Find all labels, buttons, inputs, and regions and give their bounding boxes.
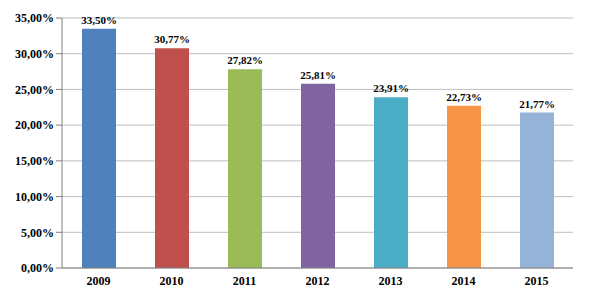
svg-text:22,73%: 22,73% — [446, 91, 482, 103]
svg-text:2013: 2013 — [379, 274, 403, 288]
svg-text:25,00%: 25,00% — [15, 83, 54, 97]
svg-text:23,91%: 23,91% — [373, 82, 409, 94]
svg-text:10,00%: 10,00% — [15, 190, 54, 204]
svg-text:25,81%: 25,81% — [300, 69, 336, 81]
svg-text:21,77%: 21,77% — [519, 98, 555, 110]
svg-text:2014: 2014 — [452, 274, 476, 288]
svg-text:2012: 2012 — [306, 274, 330, 288]
svg-text:5,00%: 5,00% — [21, 226, 54, 240]
svg-text:30,77%: 30,77% — [154, 33, 190, 45]
svg-text:2010: 2010 — [160, 274, 184, 288]
svg-text:2015: 2015 — [525, 274, 549, 288]
svg-text:33,50%: 33,50% — [81, 14, 117, 26]
svg-text:2011: 2011 — [233, 274, 256, 288]
svg-text:35,00%: 35,00% — [15, 11, 54, 25]
svg-text:2009: 2009 — [87, 274, 111, 288]
svg-text:27,82%: 27,82% — [227, 54, 263, 66]
svg-text:15,00%: 15,00% — [15, 154, 54, 168]
svg-text:30,00%: 30,00% — [15, 47, 54, 61]
svg-text:20,00%: 20,00% — [15, 118, 54, 132]
svg-text:0,00%: 0,00% — [21, 261, 54, 275]
